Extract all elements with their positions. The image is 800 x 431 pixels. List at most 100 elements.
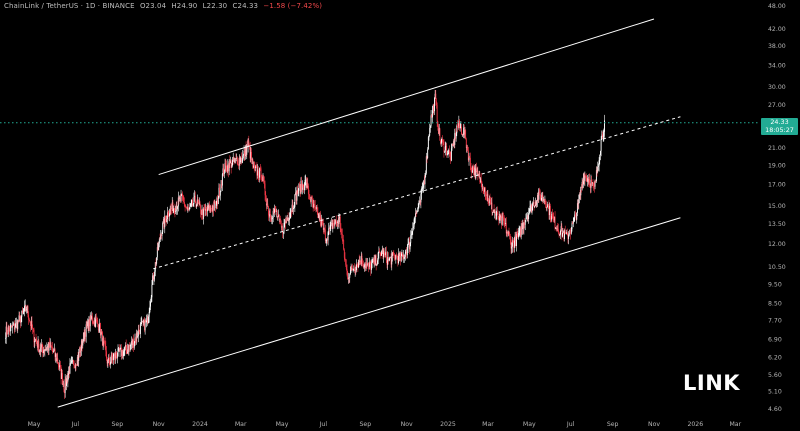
candle-body	[232, 157, 234, 161]
candle-body	[419, 200, 420, 203]
candle-body	[454, 133, 456, 145]
candle-body	[126, 350, 128, 354]
candle-body	[150, 297, 152, 302]
candle-body	[366, 263, 368, 265]
candle-body	[416, 211, 418, 214]
candle-body	[197, 199, 199, 203]
candle-body	[421, 188, 423, 190]
candle-body	[302, 183, 304, 186]
candle-body	[129, 345, 130, 347]
candle-body	[508, 231, 510, 234]
candle-body	[42, 348, 44, 353]
candle-body	[183, 202, 185, 207]
candle-body	[198, 202, 200, 204]
candle-body	[235, 158, 237, 159]
candle-body	[276, 211, 278, 218]
candle-body	[68, 370, 70, 374]
candle-body	[372, 259, 374, 262]
candle-body	[221, 184, 223, 186]
candle-body	[555, 227, 557, 230]
candle-body	[557, 229, 559, 233]
candle-body	[602, 134, 603, 137]
candle-body	[97, 320, 99, 324]
candle-body	[50, 342, 52, 347]
candle-body	[224, 163, 226, 173]
candle-body	[334, 222, 336, 225]
candle-body	[25, 305, 27, 311]
candle-body	[492, 210, 494, 213]
y-tick-label: 34.00	[768, 62, 786, 69]
candle-body	[192, 203, 194, 206]
candle-body	[226, 171, 228, 172]
candle-body	[543, 199, 545, 202]
candle-body	[217, 198, 219, 205]
candle-body	[346, 268, 348, 275]
candle-body	[422, 187, 424, 189]
candle-body	[579, 194, 581, 196]
candle-body	[240, 157, 242, 161]
y-tick-label: 38.00	[768, 43, 786, 50]
candle-body	[417, 211, 418, 212]
open-value: O23.04	[139, 2, 167, 10]
candle-body	[316, 207, 317, 209]
candle-body	[181, 193, 183, 197]
candle-body	[312, 203, 314, 208]
candle-body	[279, 218, 281, 220]
candle-body	[99, 322, 101, 336]
symbol-watermark: LINK	[683, 371, 741, 395]
candle-body	[457, 125, 458, 127]
candle-body	[540, 195, 542, 201]
candle-body	[532, 203, 534, 207]
candle-body	[150, 301, 151, 307]
candle-body	[146, 317, 148, 321]
candle-body	[317, 211, 319, 218]
candle-body	[421, 188, 423, 195]
candle-body	[589, 185, 591, 188]
candle-body	[523, 222, 525, 229]
candle-body	[218, 187, 220, 199]
candle-body	[57, 362, 59, 366]
candle-body	[287, 217, 289, 221]
candle-body	[231, 164, 233, 168]
candle-body	[96, 320, 98, 321]
candle-body	[539, 189, 540, 191]
candle-body	[227, 164, 229, 172]
candle-body	[548, 205, 550, 216]
candle-body	[303, 187, 305, 191]
candle-body	[467, 150, 469, 161]
candle-body	[144, 320, 146, 331]
candle-body	[514, 235, 516, 241]
candle-body	[349, 274, 351, 278]
candle-body	[358, 259, 360, 262]
symbol-label: ChainLink / TetherUS · 1D · BINANCE	[4, 2, 135, 10]
candle-body	[274, 208, 276, 210]
candle-body	[560, 226, 562, 232]
candle-body	[41, 344, 42, 348]
candle-body	[71, 361, 73, 362]
candle-body	[138, 329, 140, 332]
candle-body	[314, 203, 315, 206]
candle-body	[573, 217, 575, 222]
candle-body	[408, 241, 410, 244]
candle-body	[214, 201, 216, 203]
candle-body	[141, 321, 143, 322]
candle-body	[52, 350, 54, 352]
candle-body	[215, 203, 217, 209]
candle-body	[103, 338, 105, 342]
candle-body	[522, 223, 523, 230]
candle-body	[120, 347, 122, 349]
candle-body	[158, 238, 160, 244]
candle-body	[49, 342, 51, 348]
x-tick-label: May	[276, 421, 289, 428]
candle-body	[43, 349, 44, 353]
candle-body	[322, 223, 324, 225]
candle-body	[591, 179, 593, 184]
candle-body	[70, 361, 72, 363]
candle-body	[245, 146, 247, 155]
candle-body	[305, 179, 307, 188]
candle-body	[497, 212, 498, 214]
candle-body	[420, 194, 422, 203]
change-value: −1.58 (−7.42%)	[263, 2, 323, 10]
candle-body	[570, 233, 572, 234]
